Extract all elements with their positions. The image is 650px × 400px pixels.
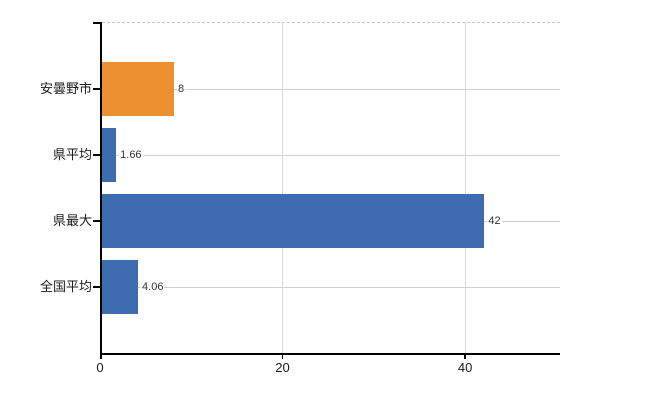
bar-value-label: 42 (487, 214, 502, 228)
bar-value-label: 1.66 (119, 148, 143, 162)
bar-1 (101, 128, 117, 182)
plot-top-border (102, 22, 560, 23)
category-tick (93, 286, 100, 288)
bar-value-label: 8 (177, 82, 186, 96)
category-label: 安曇野市 (39, 81, 92, 96)
x-axis-tick (281, 354, 284, 359)
x-axis-tick (464, 354, 466, 359)
category-tick (93, 220, 100, 222)
x-axis (100, 353, 560, 355)
bar-2 (101, 194, 485, 248)
x-tick-label: 40 (457, 360, 473, 375)
bar-value-label: 4.06 (141, 280, 165, 294)
category-label: 県平均 (52, 147, 92, 162)
x-gridline (464, 22, 466, 354)
bar-3 (101, 260, 139, 314)
row-gridline (100, 154, 560, 156)
row-gridline (100, 286, 560, 288)
x-tick-label: 20 (275, 360, 290, 375)
bar-0 (101, 62, 175, 116)
row-gridline (100, 88, 560, 90)
category-tick (93, 154, 100, 156)
category-label: 全国平均 (39, 279, 92, 294)
y-axis-top-tick (93, 22, 100, 24)
category-label: 県最大 (52, 213, 92, 228)
y-axis (100, 22, 102, 359)
x-tick-label: 0 (96, 360, 104, 375)
category-tick (93, 88, 100, 90)
x-gridline (282, 22, 284, 354)
